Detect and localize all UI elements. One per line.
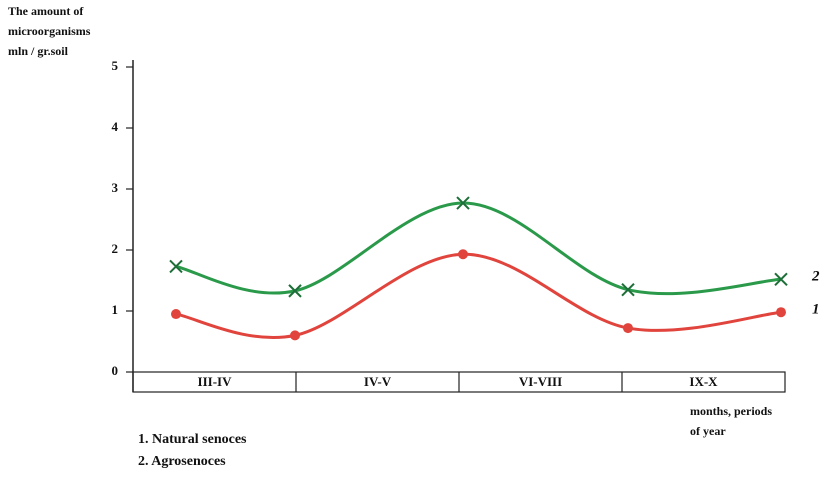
y-tick-label: 1 <box>112 302 119 317</box>
marker <box>458 249 468 260</box>
marker <box>169 259 183 274</box>
marker <box>288 284 302 298</box>
marker <box>776 307 786 318</box>
y-tick-label: 5 <box>112 58 119 73</box>
marker <box>623 323 633 334</box>
y-tick-label: 2 <box>112 241 119 256</box>
legend-entry: 1. Natural senoces <box>138 432 247 447</box>
x-tick-label: IV-V <box>364 374 392 389</box>
marker <box>171 309 181 320</box>
y-tick-label: 4 <box>112 119 119 134</box>
marker <box>621 282 635 297</box>
x-tick-label: VI-VIII <box>519 374 562 389</box>
marker <box>290 330 300 341</box>
y-tick-label: 3 <box>112 180 119 195</box>
y-axis-label: The amount of <box>8 4 84 18</box>
line <box>175 252 782 340</box>
line <box>175 201 782 296</box>
x-tick-label: III-IV <box>198 374 233 389</box>
x-tick-label: IX-X <box>689 374 718 389</box>
y-axis-label: mln / gr.soil <box>8 44 69 58</box>
end-label: 1 <box>812 302 820 318</box>
marker <box>774 272 788 286</box>
x-axis-label: months, periods <box>690 404 772 418</box>
legend-entry: 2. Agrosenoces <box>138 454 226 469</box>
end-label: 2 <box>811 269 820 285</box>
marker <box>456 196 470 210</box>
y-tick-label: 0 <box>112 363 119 378</box>
x-axis-label: of year <box>690 424 726 438</box>
y-axis-label: microorganisms <box>8 24 91 38</box>
